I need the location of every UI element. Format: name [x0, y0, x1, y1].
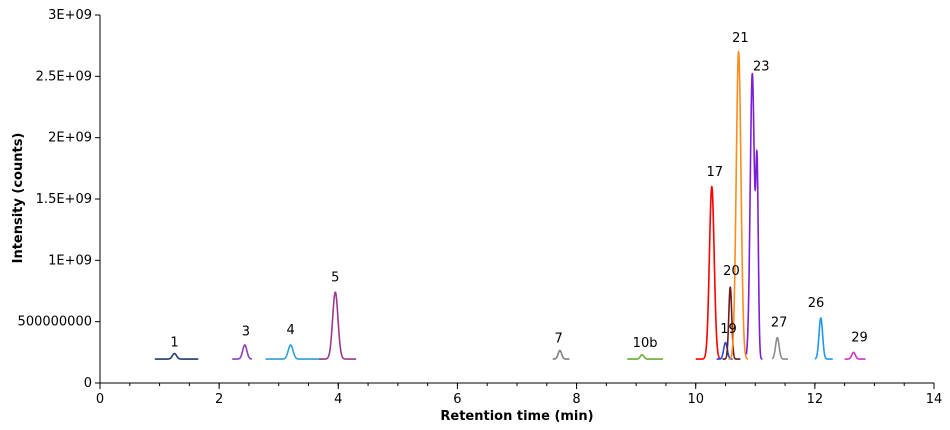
- peak-labels: 1 3 4 5 7 10b 17 19 20 21 23 27 26 29: [170, 31, 867, 351]
- x-tick-label: 6: [453, 392, 461, 407]
- x-tick-label: 2: [215, 392, 223, 407]
- y-tick-label: 3E+09: [48, 8, 92, 23]
- peak-label-29: 29: [851, 330, 868, 345]
- x-tick-label: 10: [687, 392, 704, 407]
- peak-trace-3: [232, 344, 252, 360]
- peak-trace-23: [745, 72, 763, 360]
- y-tick-label: 1E+09: [48, 253, 92, 268]
- peak-label-7: 7: [555, 332, 563, 347]
- peak-traces: [154, 50, 866, 360]
- y-tick-label: 1.5E+09: [36, 192, 92, 207]
- peak-label-1: 1: [170, 335, 178, 350]
- peak-label-17: 17: [707, 165, 724, 180]
- x-tick-label: 8: [572, 392, 580, 407]
- peak-label-3: 3: [242, 324, 250, 339]
- peak-label-26: 26: [808, 296, 825, 311]
- x-tick-label: 0: [96, 392, 104, 407]
- x-axis-title: Retention time (min): [440, 409, 593, 424]
- axes: 0 2 4 6 8 10 12 1405000000001E+091.5E+092E+092.…: [18, 8, 943, 407]
- peak-label-19: 19: [720, 322, 737, 337]
- peak-trace-29: [844, 351, 866, 360]
- y-tick-label: 2.5E+09: [36, 69, 92, 84]
- peak-trace-17: [695, 185, 721, 360]
- peak-trace-1: [154, 352, 199, 360]
- y-tick-label: 2E+09: [48, 131, 92, 146]
- peak-label-23: 23: [753, 59, 770, 74]
- peak-trace-10b: [627, 353, 663, 360]
- x-tick-label: 4: [334, 392, 342, 407]
- peak-trace-7: [552, 349, 570, 360]
- peak-label-20: 20: [723, 264, 740, 279]
- y-tick-label: 500000000: [18, 315, 92, 330]
- y-tick-label: 0: [84, 376, 92, 391]
- peak-label-27: 27: [771, 316, 788, 331]
- peak-label-21: 21: [732, 31, 749, 46]
- x-tick-label: 12: [807, 392, 824, 407]
- peak-trace-27: [771, 336, 789, 360]
- x-tick-label: 14: [926, 392, 943, 407]
- peak-trace-26: [814, 317, 833, 360]
- peak-label-10b: 10b: [633, 336, 658, 351]
- peak-trace-4: [265, 344, 322, 360]
- peak-trace-20: [722, 286, 741, 360]
- y-axis-title: Intensity (counts): [11, 133, 26, 264]
- peak-trace-5: [319, 291, 357, 360]
- peak-trace-21: [728, 50, 749, 360]
- peak-label-4: 4: [286, 323, 294, 338]
- peak-label-5: 5: [331, 270, 339, 285]
